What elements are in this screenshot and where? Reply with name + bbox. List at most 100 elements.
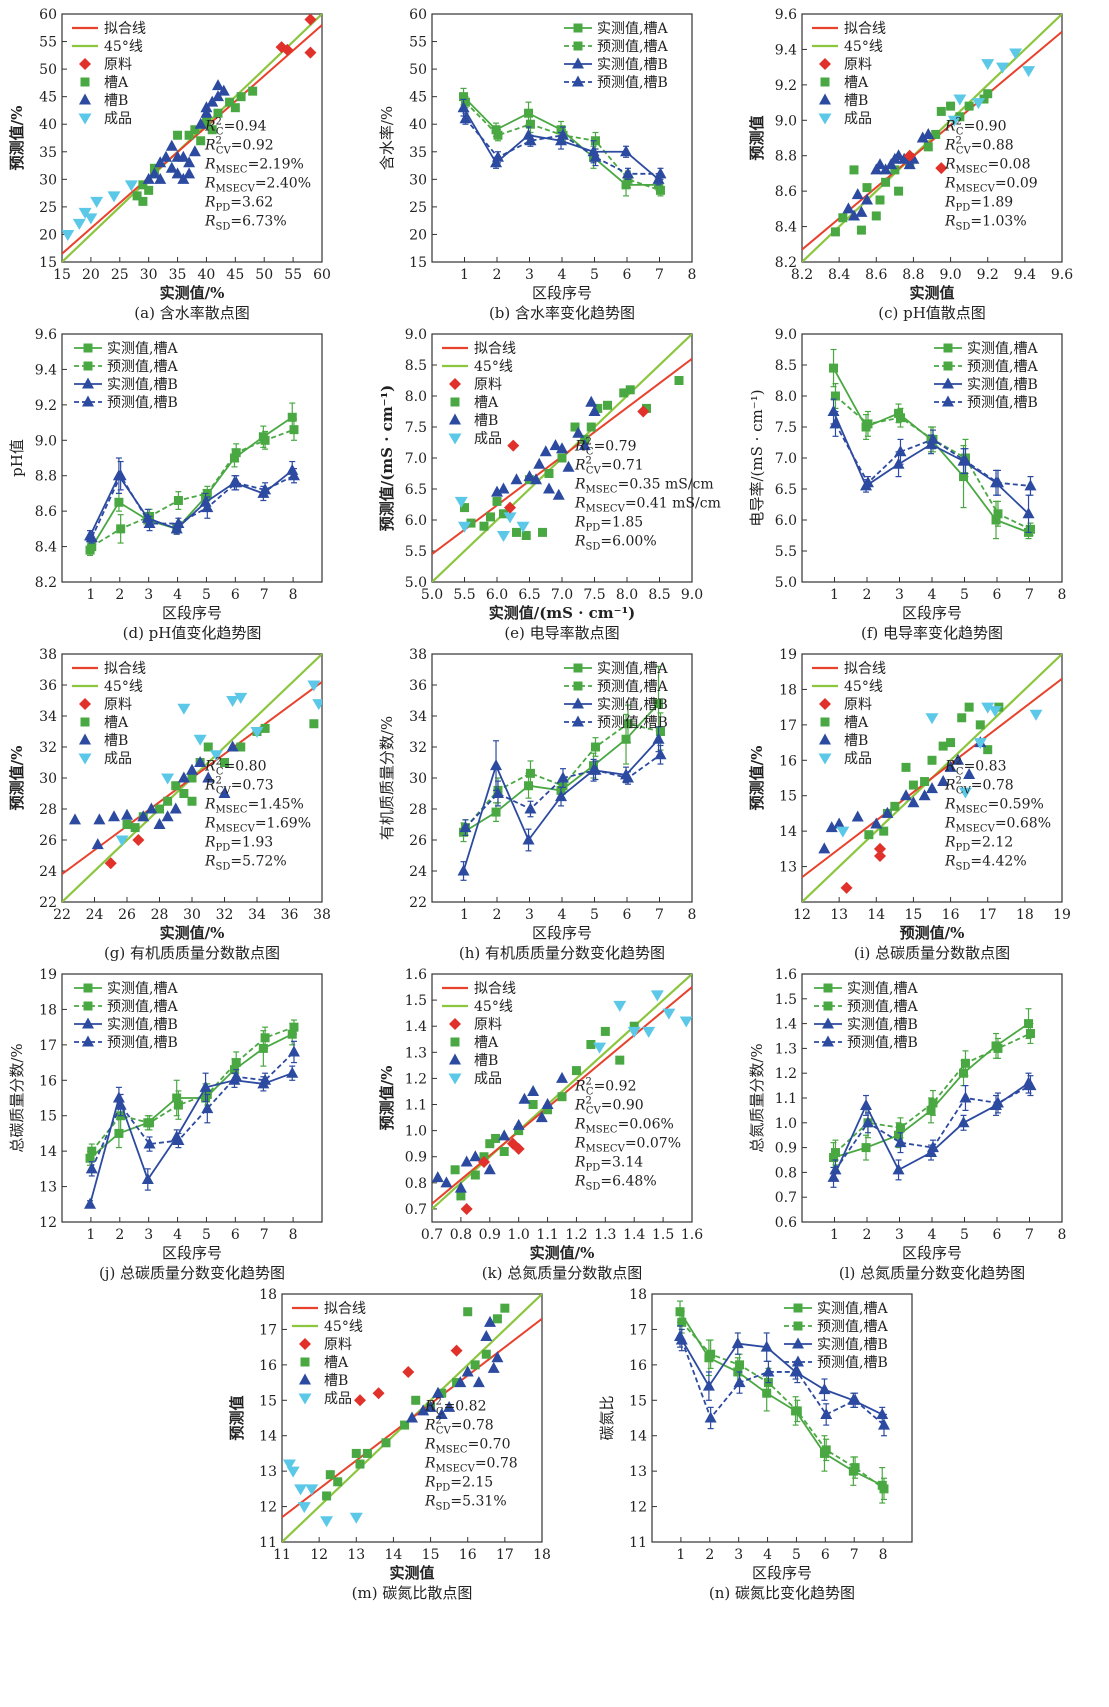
point-tankA [571, 1066, 581, 1076]
legend-label-line45: 45°线 [474, 999, 513, 1015]
point-tankA [946, 738, 956, 748]
point-predA [525, 119, 535, 129]
y-tick-label: 30 [409, 172, 427, 188]
y-tick-label: 15 [39, 255, 57, 271]
legend-label-line45: 45°线 [324, 1319, 363, 1335]
point-tankB [833, 817, 846, 829]
y-tick-label: 26 [39, 833, 57, 849]
y-tick-label: 38 [39, 647, 57, 663]
y-tick-label: 0.6 [775, 1215, 797, 1231]
point-tankB [226, 740, 239, 752]
legend-swatch-raw [819, 58, 831, 70]
chart-panel-f: 1 2 3 4 5 6 7 8 5.0 5.5 6.0 6.5 7.0 7.5 8.0 8.5 9.0 区段序号 电… [748, 327, 1066, 642]
point-tankA [450, 1165, 460, 1175]
stat-line: R2 CV=0.73 [204, 776, 274, 797]
legend-label-fit: 拟合线 [844, 21, 886, 37]
point-raw [507, 439, 520, 452]
x-tick-label: 25 [111, 267, 129, 283]
point-tankB [527, 1084, 540, 1096]
point-predB [621, 771, 634, 783]
y-tick-label: 9.6 [775, 7, 797, 23]
legend-label-fit: 拟合线 [324, 1301, 366, 1317]
point-predA [460, 97, 470, 107]
legend-swatch-tankB [819, 93, 831, 105]
point-predA [260, 1033, 270, 1043]
stat-line: RPD=2.15 [424, 1475, 493, 1494]
legend-swatch-tankB [449, 1053, 461, 1065]
y-tick-label: 1.2 [405, 1071, 427, 1087]
point-tankB [91, 838, 104, 850]
plot-area [457, 87, 667, 197]
y-tick-label: 13 [779, 860, 797, 876]
point-tankA [894, 186, 904, 196]
x-tick-label: 14 [867, 907, 885, 923]
point-tankA [225, 97, 235, 107]
point-predB [287, 469, 300, 481]
legend-swatch-product [448, 433, 462, 445]
point-tankB [177, 150, 190, 162]
point-tankA [957, 713, 967, 723]
point-product [627, 1026, 641, 1038]
point-measB [652, 172, 665, 184]
legend-marker-predA [573, 41, 583, 51]
x-tick-label: 3 [144, 587, 153, 603]
point-tankB [212, 90, 224, 102]
y-tick-label: 32 [409, 740, 427, 756]
point-predB [621, 167, 634, 179]
legend-marker-predB [822, 1035, 834, 1047]
y-tick-label: 18 [39, 1002, 57, 1018]
point-measB [199, 1080, 212, 1092]
y-axis-label: 预测值 [748, 115, 766, 160]
point-tankA [207, 125, 217, 135]
legend-label-predA: 预测值,槽A [817, 1319, 888, 1335]
point-tankB [523, 470, 536, 482]
y-tick-label: 1.5 [775, 992, 797, 1008]
y-tick-label: 22 [39, 895, 57, 911]
point-tankB [171, 167, 184, 179]
legend-swatch-raw [449, 1018, 461, 1030]
y-tick-label: 9.0 [775, 113, 797, 129]
y-tick-label: 40 [39, 117, 57, 133]
point-tankA [514, 1126, 524, 1136]
point-tankA [499, 1147, 509, 1157]
chart-panel-k: 0.7 0.8 0.9 1.0 1.1 1.2 1.3 1.4 1.5 1.6 0.7 0.8 0.9 1… [378, 967, 703, 1282]
y-tick-label: 55 [39, 35, 57, 51]
point-predB [959, 454, 972, 466]
chart-caption: (g) 有机质质量分数散点图 [104, 944, 280, 962]
y-tick-label: 8.0 [405, 389, 427, 405]
point-product [947, 115, 961, 127]
point-raw [874, 849, 886, 862]
x-tick-label: 50 [255, 267, 273, 283]
series-line-measB [89, 1072, 293, 1205]
point-tankA [486, 512, 495, 522]
legend: 实测值,槽A 预测值,槽A 实测值,槽B 预测值,槽B [564, 661, 668, 731]
series-line-predB [90, 473, 295, 539]
x-tick-label: 8.6 [865, 267, 887, 283]
point-tankA [203, 742, 213, 752]
legend-marker-measA [943, 343, 953, 353]
point-measA [114, 1128, 124, 1138]
legend-label-raw: 原料 [104, 57, 132, 73]
y-tick-label: 1.2 [775, 1066, 797, 1082]
point-tankA [500, 1303, 510, 1313]
point-predB [143, 1137, 156, 1149]
y-tick-label: 24 [409, 864, 427, 880]
point-product [349, 1512, 363, 1524]
y-tick-label: 7.5 [775, 420, 797, 436]
point-raw [903, 149, 916, 162]
point-predA [493, 130, 503, 140]
stat-line: R2 C=0.94 [204, 117, 267, 138]
point-tankA [600, 1026, 610, 1036]
series-line-measA [679, 1311, 883, 1487]
point-tankB [461, 1365, 474, 1377]
point-predA [895, 413, 905, 423]
x-tick-label: 8.4 [828, 267, 850, 283]
point-product [988, 706, 1002, 718]
chart-caption: (d) pH值变化趋势图 [123, 624, 262, 642]
point-product [971, 98, 985, 110]
y-tick-label: 1.3 [775, 1041, 797, 1057]
legend-marker-measB [82, 377, 94, 389]
stat-line: RPD=3.62 [204, 195, 273, 214]
x-tick-label: 8.2 [791, 267, 813, 283]
point-tankB [898, 152, 911, 164]
